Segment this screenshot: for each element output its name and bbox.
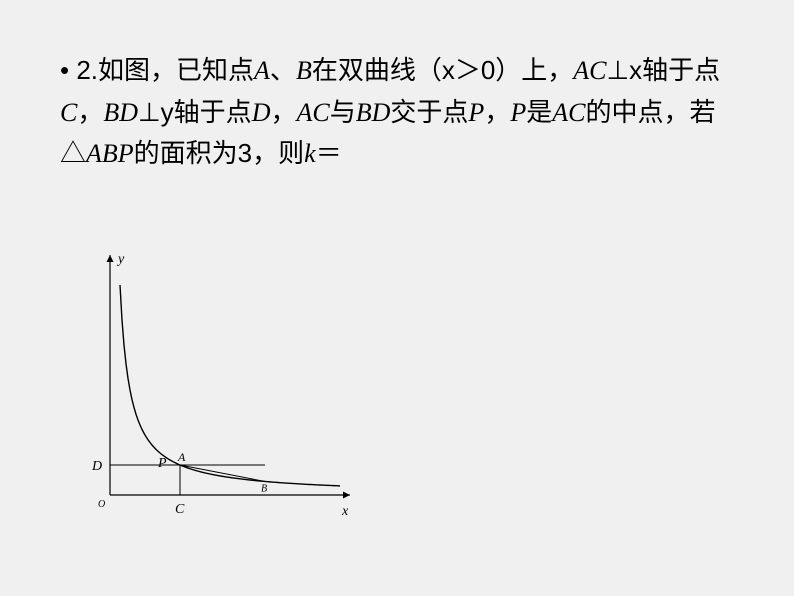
label-ABP: ABP (86, 139, 134, 168)
sep3: ， (270, 97, 296, 127)
t3: ⊥x轴于点 (607, 55, 721, 85)
t10: ＝ (316, 138, 342, 168)
label-C: C (60, 98, 77, 127)
label-P: P (468, 98, 484, 127)
svg-text:x: x (341, 504, 349, 519)
t9: 的面积为3，则 (134, 138, 304, 168)
t2: 在双曲线（x＞0）上， (312, 55, 573, 85)
t4: ⊥y轴于点 (138, 97, 252, 127)
svg-text:B: B (261, 483, 267, 494)
svg-text:C: C (175, 502, 185, 517)
t1: 如图，已知点 (98, 55, 254, 85)
label-BD: BD (103, 98, 138, 127)
t7: 是 (526, 97, 552, 127)
problem-text: • 2.如图，已知点A、B在双曲线（x＞0）上，AC⊥x轴于点C，BD⊥y轴于点… (60, 50, 754, 175)
label-AC2: AC (296, 98, 329, 127)
svg-text:D: D (91, 459, 102, 474)
sep1: 、 (270, 55, 296, 85)
label-AC: AC (573, 56, 606, 85)
sep2: ， (77, 97, 103, 127)
problem-number: 2. (76, 55, 98, 85)
label-AC3: AC (552, 98, 585, 127)
label-D: D (252, 98, 271, 127)
label-P2: P (510, 98, 526, 127)
label-A: A (254, 56, 270, 85)
diagram: y x D P C A B O (55, 230, 375, 550)
svg-text:A: A (177, 450, 186, 464)
t5: 与 (330, 97, 356, 127)
svg-text:P: P (157, 456, 167, 471)
label-k: k (304, 139, 316, 168)
svg-text:y: y (116, 252, 125, 267)
bullet: • (60, 55, 76, 85)
label-BD2: BD (356, 98, 391, 127)
label-B: B (296, 56, 312, 85)
t6: 交于点 (390, 97, 468, 127)
svg-text:O: O (98, 499, 105, 510)
sep4: ， (484, 97, 510, 127)
